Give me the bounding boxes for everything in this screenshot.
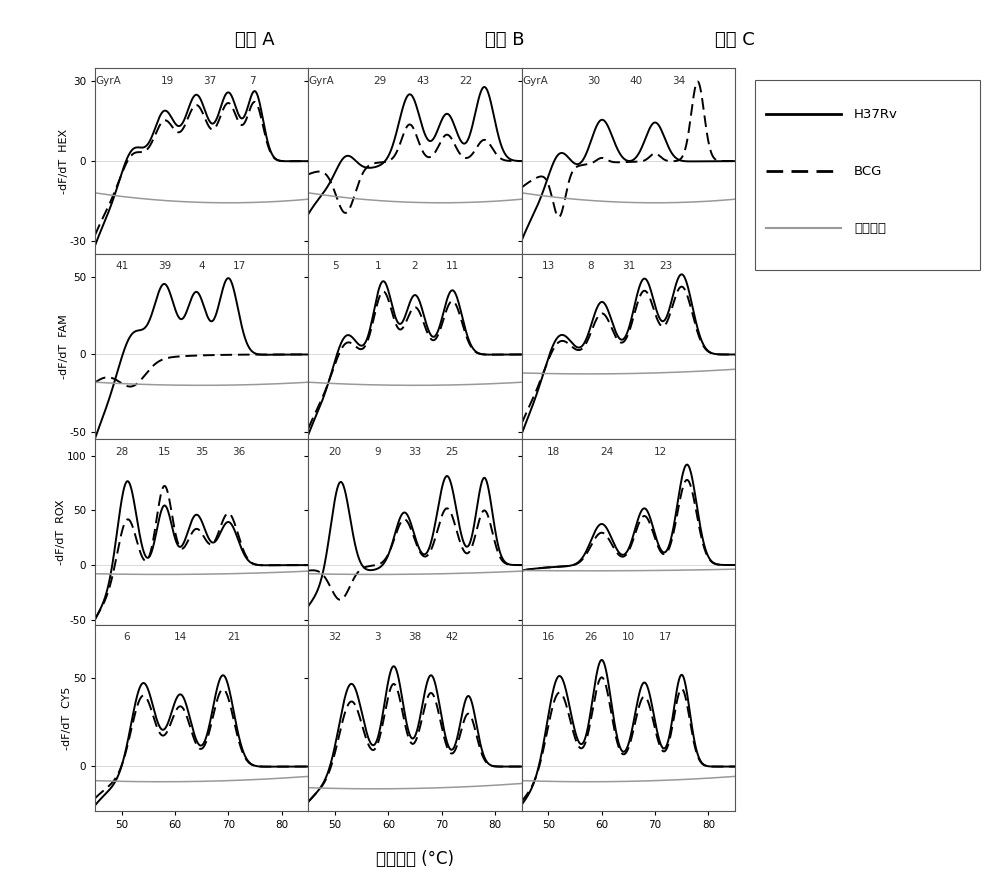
Text: 39: 39 [158,261,171,271]
Text: 阴性对照: 阴性对照 [854,222,886,235]
Y-axis label: -dF/dT  ROX: -dF/dT ROX [56,500,66,565]
Y-axis label: -dF/dT  CY5: -dF/dT CY5 [62,686,72,750]
Text: GyrA: GyrA [95,75,121,86]
Text: 21: 21 [227,633,240,642]
Text: 28: 28 [115,447,128,457]
Text: 26: 26 [584,633,598,642]
Text: 6: 6 [124,633,130,642]
Text: 33: 33 [408,447,422,457]
Text: 34: 34 [672,75,686,86]
Text: 燔点温度 (°C): 燔点温度 (°C) [376,851,454,868]
Text: 43: 43 [416,75,430,86]
Text: 22: 22 [459,75,472,86]
Text: 1: 1 [374,261,381,271]
Y-axis label: -dF/dT  FAM: -dF/dT FAM [59,315,69,379]
Text: 35: 35 [195,447,208,457]
Text: 32: 32 [328,633,342,642]
Text: 12: 12 [654,447,667,457]
Text: 29: 29 [374,75,387,86]
Text: 17: 17 [232,261,246,271]
Text: 9: 9 [374,447,381,457]
Text: 20: 20 [328,447,342,457]
Text: 4: 4 [198,261,205,271]
Y-axis label: -dF/dT  HEX: -dF/dT HEX [59,128,69,194]
Text: 7: 7 [249,75,256,86]
Text: 18: 18 [547,447,560,457]
Text: 13: 13 [542,261,555,271]
Text: 42: 42 [446,633,459,642]
Text: 38: 38 [408,633,422,642]
Text: 19: 19 [160,75,174,86]
Text: 3: 3 [374,633,381,642]
Text: 反应 A: 反应 A [235,31,275,49]
Text: 8: 8 [588,261,594,271]
Text: 30: 30 [587,75,600,86]
Text: 24: 24 [600,447,614,457]
Text: 16: 16 [542,633,555,642]
Text: 40: 40 [630,75,643,86]
Text: GyrA: GyrA [309,75,335,86]
Text: 14: 14 [174,633,187,642]
Text: 23: 23 [659,261,672,271]
Text: 反应 B: 反应 B [485,31,525,49]
Text: H37Rv: H37Rv [854,107,898,120]
Text: 15: 15 [158,447,171,457]
Text: 11: 11 [446,261,459,271]
Text: 37: 37 [203,75,216,86]
Text: 5: 5 [332,261,338,271]
Text: 36: 36 [232,447,246,457]
Text: 10: 10 [622,633,635,642]
Text: GyrA: GyrA [522,75,548,86]
Text: 31: 31 [622,261,635,271]
Text: 2: 2 [412,261,418,271]
Text: 41: 41 [115,261,128,271]
Text: BCG: BCG [854,165,882,178]
Text: 反应 C: 反应 C [715,31,755,49]
Text: 25: 25 [446,447,459,457]
Text: 17: 17 [659,633,672,642]
